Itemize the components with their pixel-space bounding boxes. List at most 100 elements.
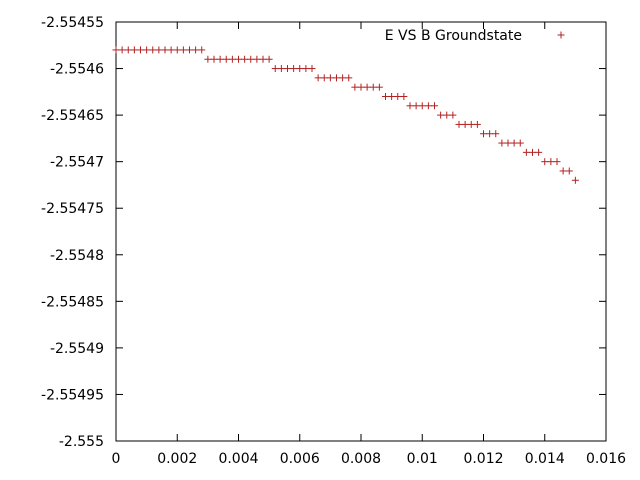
data-point: [118, 46, 126, 54]
x-tick-label: 0: [112, 451, 121, 467]
x-tick-label: 0.006: [280, 451, 320, 467]
data-point: [449, 111, 457, 119]
data-point: [375, 83, 383, 91]
data-point: [186, 46, 193, 54]
data-point: [277, 65, 285, 73]
x-tick-label: 0.016: [586, 451, 626, 467]
data-point: [228, 55, 236, 63]
data-point: [124, 46, 132, 54]
y-tick-label: -2.5548: [50, 248, 104, 264]
data-point: [314, 74, 322, 82]
data-point: [486, 130, 494, 138]
data-point: [418, 102, 426, 110]
data-point: [529, 148, 536, 156]
y-tick-label: -2.55475: [41, 201, 104, 217]
data-point: [443, 111, 451, 119]
data-point: [480, 130, 487, 138]
data-point: [363, 83, 371, 91]
data-point: [284, 65, 291, 73]
y-tick-label: -2.5547: [50, 155, 104, 171]
data-point: [510, 139, 518, 147]
data-point: [412, 102, 420, 110]
data-point: [130, 46, 138, 54]
data-point: [339, 74, 347, 82]
data-point: [265, 55, 273, 63]
x-tick-label: 0.014: [525, 451, 565, 467]
data-point: [302, 65, 310, 73]
data-point: [351, 83, 359, 91]
data-point: [553, 158, 561, 166]
data-point: [369, 83, 377, 91]
data-point: [431, 102, 438, 110]
data-point: [320, 74, 328, 82]
data-point: [547, 158, 555, 166]
data-point: [565, 167, 573, 175]
data-point: [167, 46, 175, 54]
data-point: [271, 65, 279, 73]
y-tick-label: -2.55465: [41, 108, 104, 124]
data-point: [424, 102, 432, 110]
data-point: [112, 46, 120, 54]
data-point: [253, 55, 261, 63]
data-point: [357, 83, 365, 91]
data-point: [137, 46, 144, 54]
data-point: [571, 176, 579, 184]
data-point: [345, 74, 353, 82]
data-point: [382, 92, 389, 100]
data-point: [296, 65, 304, 73]
x-tick-label: 0.01: [407, 451, 438, 467]
y-tick-label: -2.5549: [50, 341, 104, 357]
data-point: [241, 55, 249, 63]
y-tick-label: -2.55455: [41, 15, 104, 31]
data-points: [112, 46, 579, 184]
data-point: [161, 46, 169, 54]
data-point: [210, 55, 218, 63]
data-point: [473, 120, 481, 128]
data-point: [204, 55, 212, 63]
data-point: [516, 139, 524, 147]
data-point: [149, 46, 157, 54]
data-point: [326, 74, 334, 82]
data-point: [155, 46, 163, 54]
data-point: [504, 139, 512, 147]
data-point: [216, 55, 224, 63]
data-point: [173, 46, 181, 54]
data-point: [498, 139, 506, 147]
data-point: [535, 148, 543, 156]
y-tick-label: -2.5546: [50, 62, 104, 78]
data-point: [541, 158, 549, 166]
data-point: [222, 55, 230, 63]
data-point: [333, 74, 340, 82]
x-tick-label: 0.002: [157, 451, 197, 467]
data-point: [437, 111, 445, 119]
x-tick-label: 0.004: [218, 451, 258, 467]
data-point: [461, 120, 469, 128]
x-tick-label: 0.012: [463, 451, 503, 467]
data-point: [400, 92, 408, 100]
y-tick-label: -2.55495: [41, 387, 104, 403]
data-point: [143, 46, 151, 54]
data-point: [179, 46, 187, 54]
data-point: [308, 65, 316, 73]
data-point: [467, 120, 475, 128]
y-tick-label: -2.555: [59, 434, 104, 450]
legend-label: E VS B Groundstate: [385, 28, 522, 44]
legend-marker: [557, 31, 565, 39]
data-point: [522, 148, 530, 156]
data-point: [198, 46, 206, 54]
data-point: [290, 65, 298, 73]
data-point: [192, 46, 200, 54]
data-point: [406, 102, 414, 110]
data-point: [559, 167, 567, 175]
data-point: [235, 55, 242, 63]
ticks: 0 0.002 0.004 0.006 0.008 0.01 0.012 0.014 0.016…: [41, 15, 626, 467]
data-point: [455, 120, 463, 128]
data-point: [394, 92, 402, 100]
data-point: [388, 92, 396, 100]
y-tick-label: -2.55485: [41, 294, 104, 310]
x-tick-label: 0.008: [341, 451, 381, 467]
data-point: [247, 55, 255, 63]
legend: E VS B Groundstate: [385, 28, 565, 44]
data-point: [259, 55, 267, 63]
